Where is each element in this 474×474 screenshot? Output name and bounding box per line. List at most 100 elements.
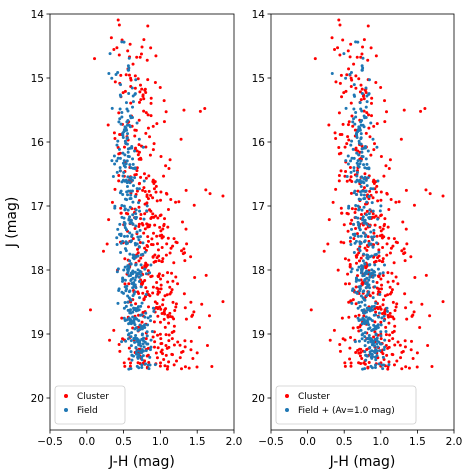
cluster-point bbox=[400, 249, 404, 253]
cluster-point bbox=[137, 292, 141, 295]
field-point bbox=[124, 339, 128, 343]
cluster-point bbox=[338, 23, 342, 27]
field-point bbox=[131, 157, 135, 161]
field-point bbox=[138, 342, 142, 346]
cluster-point bbox=[330, 36, 334, 40]
field-point bbox=[378, 209, 382, 213]
field-point bbox=[367, 167, 371, 171]
cluster-point bbox=[358, 325, 362, 329]
cluster-point bbox=[395, 359, 399, 363]
cluster-point bbox=[146, 239, 150, 243]
field-point bbox=[120, 40, 124, 44]
field-point bbox=[372, 228, 376, 232]
legend-box bbox=[275, 385, 417, 425]
x-tick-label: 0.5 bbox=[115, 436, 132, 448]
cluster-point bbox=[340, 132, 344, 136]
cluster-point bbox=[193, 276, 197, 280]
cluster-point bbox=[407, 366, 411, 370]
field-point bbox=[363, 197, 367, 201]
cluster-point bbox=[153, 253, 157, 257]
cluster-point bbox=[354, 302, 358, 306]
field-point bbox=[125, 159, 129, 163]
cluster-point bbox=[160, 341, 164, 345]
field-point bbox=[131, 286, 135, 290]
field-point bbox=[110, 159, 114, 163]
cluster-point bbox=[146, 223, 150, 227]
cluster-point bbox=[164, 164, 168, 168]
cluster-point bbox=[198, 109, 202, 113]
field-point bbox=[138, 339, 142, 343]
cluster-point bbox=[143, 227, 147, 231]
cluster-point bbox=[386, 280, 390, 284]
field-point bbox=[357, 339, 361, 343]
chart-panel-1: −0.5 0.0 0.5 1.0 1.5 2.0 14 15 16 17 18 19 20 J-H (ma… bbox=[4, 9, 242, 470]
cluster-point bbox=[348, 239, 352, 243]
y-tick-label: 15 bbox=[252, 73, 265, 85]
cluster-point bbox=[374, 310, 378, 314]
cluster-point bbox=[379, 287, 383, 291]
cluster-point bbox=[352, 62, 356, 66]
cluster-point bbox=[151, 285, 155, 289]
cluster-point bbox=[354, 86, 358, 90]
x-axis-title: J-H (mag) bbox=[108, 454, 175, 470]
cluster-point bbox=[393, 324, 397, 328]
cluster-point bbox=[142, 231, 146, 235]
cluster-point bbox=[332, 328, 336, 332]
cluster-point bbox=[108, 338, 112, 342]
cluster-point bbox=[339, 206, 343, 210]
cluster-point bbox=[387, 360, 391, 364]
cluster-point bbox=[372, 335, 376, 339]
cluster-point bbox=[392, 237, 396, 241]
field-point bbox=[360, 208, 364, 212]
field-point bbox=[130, 145, 134, 149]
cluster-point bbox=[381, 298, 385, 302]
field-point bbox=[124, 162, 128, 166]
cluster-point bbox=[210, 365, 214, 369]
cluster-point bbox=[168, 158, 172, 162]
field-point bbox=[367, 92, 371, 96]
cluster-point bbox=[189, 300, 193, 304]
cluster-point bbox=[350, 207, 354, 211]
cluster-point bbox=[337, 179, 341, 183]
cluster-point bbox=[413, 276, 417, 280]
field-point bbox=[136, 235, 140, 239]
cluster-point bbox=[402, 247, 406, 251]
field-point bbox=[126, 147, 130, 151]
cluster-point bbox=[175, 359, 179, 363]
cluster-point bbox=[415, 365, 419, 369]
cluster-point bbox=[375, 234, 379, 238]
field-point bbox=[134, 309, 138, 313]
cluster-point bbox=[182, 108, 186, 112]
field-point bbox=[131, 184, 135, 188]
cluster-point bbox=[379, 85, 383, 89]
field-point bbox=[361, 56, 365, 60]
field-point bbox=[347, 204, 351, 208]
cluster-point bbox=[146, 235, 150, 239]
field-point bbox=[357, 222, 361, 226]
cluster-point bbox=[379, 229, 383, 233]
field-point bbox=[123, 125, 127, 129]
field-point bbox=[134, 212, 138, 216]
cluster-point bbox=[138, 181, 142, 185]
field-point bbox=[368, 346, 372, 350]
cluster-point bbox=[133, 74, 137, 78]
legend-box bbox=[54, 385, 126, 425]
cluster-point bbox=[158, 320, 162, 324]
field-point bbox=[138, 328, 142, 332]
y-tick-label: 18 bbox=[252, 265, 265, 277]
cluster-point bbox=[144, 264, 148, 268]
field-point bbox=[375, 241, 379, 245]
cluster-point bbox=[345, 142, 349, 146]
cluster-point bbox=[390, 271, 394, 275]
cluster-point bbox=[377, 274, 381, 278]
field-point bbox=[142, 345, 146, 349]
cluster-point bbox=[336, 46, 340, 50]
field-point bbox=[371, 272, 375, 276]
field-point bbox=[139, 263, 143, 267]
cluster-point bbox=[366, 58, 370, 62]
cluster-point bbox=[163, 217, 167, 221]
cluster-point bbox=[126, 49, 130, 53]
field-point bbox=[131, 178, 135, 182]
field-point bbox=[137, 272, 141, 276]
cluster-point bbox=[189, 255, 193, 259]
